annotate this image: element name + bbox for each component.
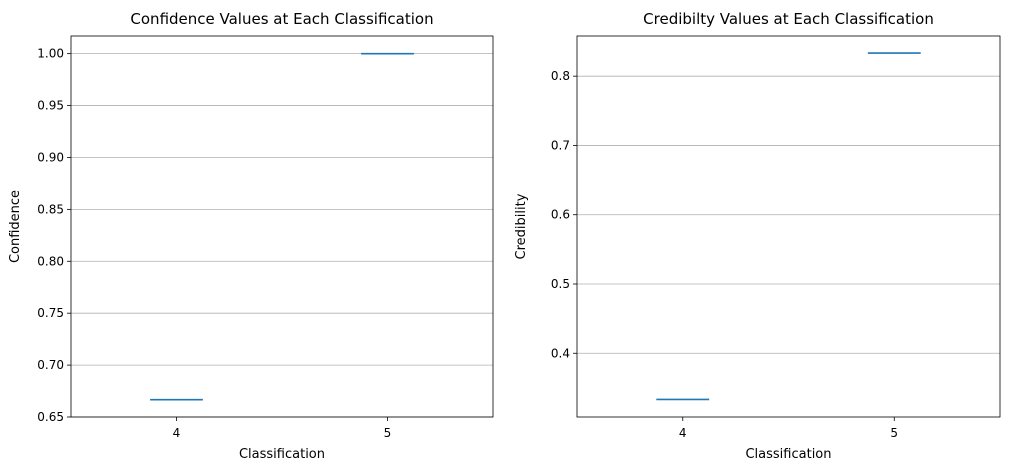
y-tick-label: 0.6: [551, 208, 570, 222]
plot-frame: [576, 35, 1001, 418]
plot-frame: [70, 35, 494, 418]
x-axis-label: Classification: [239, 447, 325, 462]
y-tick-label: 0.85: [37, 202, 64, 216]
y-axis-label: Credibility: [514, 193, 529, 259]
y-tick-label: 0.80: [37, 254, 64, 268]
chart-panel-1: 0.65 0.70 0.75 0.80 0.85 0.90 0.95 1.00 4 5 Confid…: [8, 10, 494, 462]
x-axis-label: Classification: [745, 447, 831, 462]
y-tick-label: 0.90: [37, 150, 64, 164]
y-tick-label: 1.00: [37, 47, 64, 61]
y-axis-label: Confidence: [8, 190, 23, 263]
y-tick-label: 0.95: [37, 99, 64, 113]
x-tick-label: 4: [173, 426, 181, 440]
y-tick-label: 0.5: [551, 277, 570, 291]
y-tick-label: 0.75: [37, 306, 64, 320]
chart-title: Credibilty Values at Each Classification: [643, 10, 934, 28]
x-tick-label: 4: [679, 426, 687, 440]
y-tick-label: 0.4: [551, 346, 570, 360]
chart-panel-2: 0.4 0.5 0.6 0.7 0.8 4 5 Credibilty Values at Ea…: [514, 10, 1001, 462]
y-tick-label: 0.8: [551, 69, 570, 83]
chart-title: Confidence Values at Each Classification: [130, 10, 433, 28]
y-tick-label: 0.70: [37, 358, 64, 372]
x-tick-label: 5: [890, 426, 898, 440]
y-tick-label: 0.7: [551, 138, 570, 152]
x-tick-label: 5: [384, 426, 392, 440]
y-tick-label: 0.65: [37, 410, 64, 424]
